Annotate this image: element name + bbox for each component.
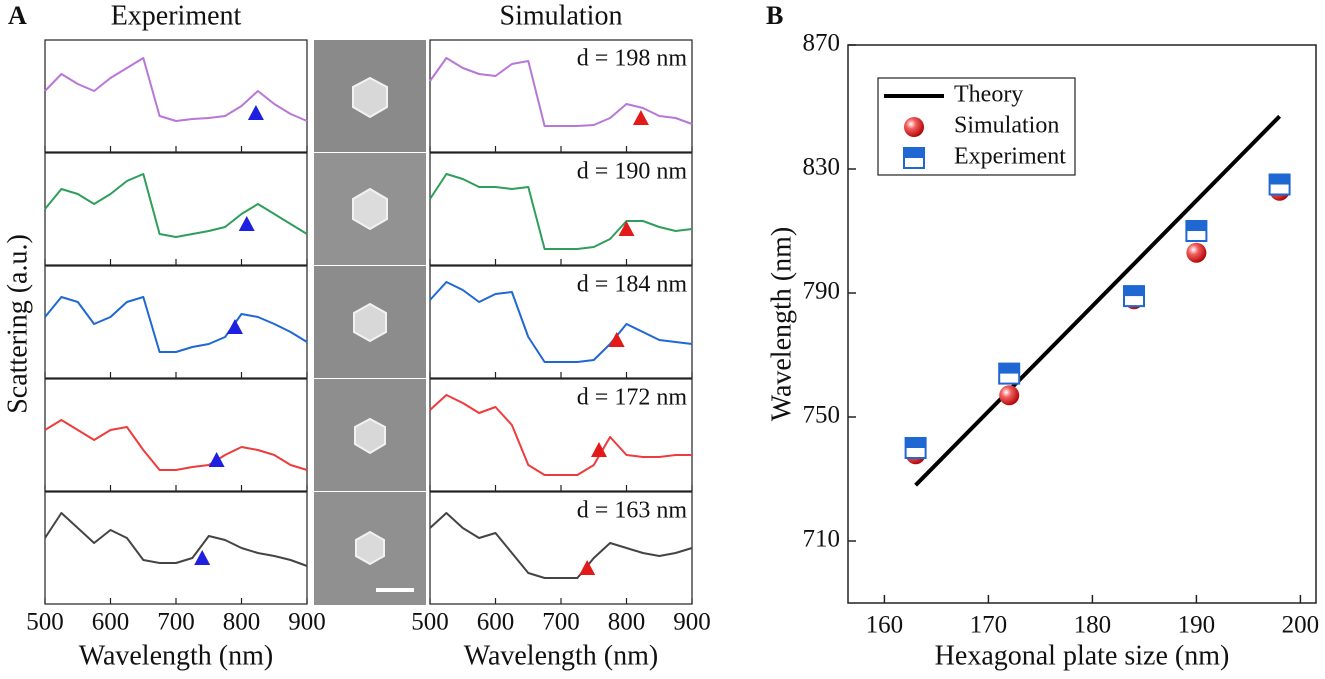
size-label: d = 198 nm [577,46,688,72]
x-tick-label: 200 [1282,612,1320,639]
peak-marker [579,560,596,575]
peak-marker [608,332,625,347]
x-tick-label: 170 [970,612,1008,639]
panel-title: Simulation [500,0,623,31]
spectrum-line [44,57,308,122]
spectrum-line [429,173,693,250]
y-axis-title: Wavelength (nm) [766,227,797,421]
y-tick-label: 790 [803,278,841,305]
square-upper [999,363,1020,374]
spectrum-line [429,281,693,363]
peak-marker [632,110,649,125]
peak-marker [247,105,264,120]
x-axis-title: Wavelength (nm) [464,640,658,671]
sphere-marker [904,117,924,137]
sphere [904,117,924,137]
y-tick-label: 710 [803,526,841,553]
x-axis-title: Wavelength (nm) [79,640,273,671]
x-tick-label: 500 [411,609,449,636]
peak-marker [590,442,607,457]
y-tick-label: 750 [803,402,841,429]
x-tick-label: 800 [608,609,646,636]
square-upper [1124,286,1144,297]
peak-marker [226,319,243,334]
square-marker [1123,285,1145,308]
peak-marker [618,221,635,236]
x-axis-title: Hexagonal plate size (nm) [935,640,1230,671]
x-tick-label: 500 [26,609,64,636]
spectrum-line [429,394,692,476]
x-tick-label: 700 [157,609,195,636]
plot-frame [847,44,1317,604]
sphere-marker [1186,242,1207,263]
square-marker [903,147,925,169]
square-marker [1268,173,1291,196]
x-tick-label: 600 [92,609,130,636]
y-tick-label: 870 [803,30,841,57]
size-label: d = 172 nm [577,385,688,411]
square-upper [904,148,924,158]
square-marker [904,437,927,459]
legend-label: Theory [954,82,1023,108]
square-upper [905,438,926,448]
peak-marker [194,550,211,565]
legend-label: Experiment [954,144,1066,170]
panel-label: A [8,1,27,30]
legend-label: Simulation [954,113,1059,139]
spectrum-line [44,419,308,471]
sem-images [314,40,426,605]
size-label: d = 163 nm [577,498,688,524]
peak-marker [238,216,255,231]
y-axis-title: Scattering (a.u.) [2,234,33,414]
peak-marker [208,452,225,467]
size-label: d = 184 nm [577,272,688,298]
x-tick-label: 190 [1178,612,1216,639]
spectrum-line [429,57,693,127]
x-tick-label: 160 [866,612,904,639]
spectrum-line [44,173,308,238]
spectrum-line [44,296,308,353]
square-upper [1186,221,1207,231]
theory-line [914,114,1282,487]
x-tick-label: 600 [477,609,515,636]
sphere-marker [999,385,1020,406]
x-tick-label: 900 [288,609,326,636]
y-tick-label: 830 [803,154,841,181]
subplot-frame [44,491,308,605]
square-upper [1269,174,1290,185]
sphere [1186,242,1207,263]
panel-label: B [766,1,783,30]
sphere [999,385,1020,406]
size-label: d = 190 nm [577,159,688,185]
square-marker [998,362,1021,385]
x-tick-label: 800 [223,609,261,636]
panel-title: Experiment [111,0,242,31]
spectrum-line [429,512,693,579]
x-tick-label: 180 [1074,612,1112,639]
spectrum-line [44,512,308,567]
square-marker [1185,220,1208,242]
x-tick-label: 700 [542,609,580,636]
subplot-frame [44,39,308,153]
x-tick-label: 900 [673,609,711,636]
